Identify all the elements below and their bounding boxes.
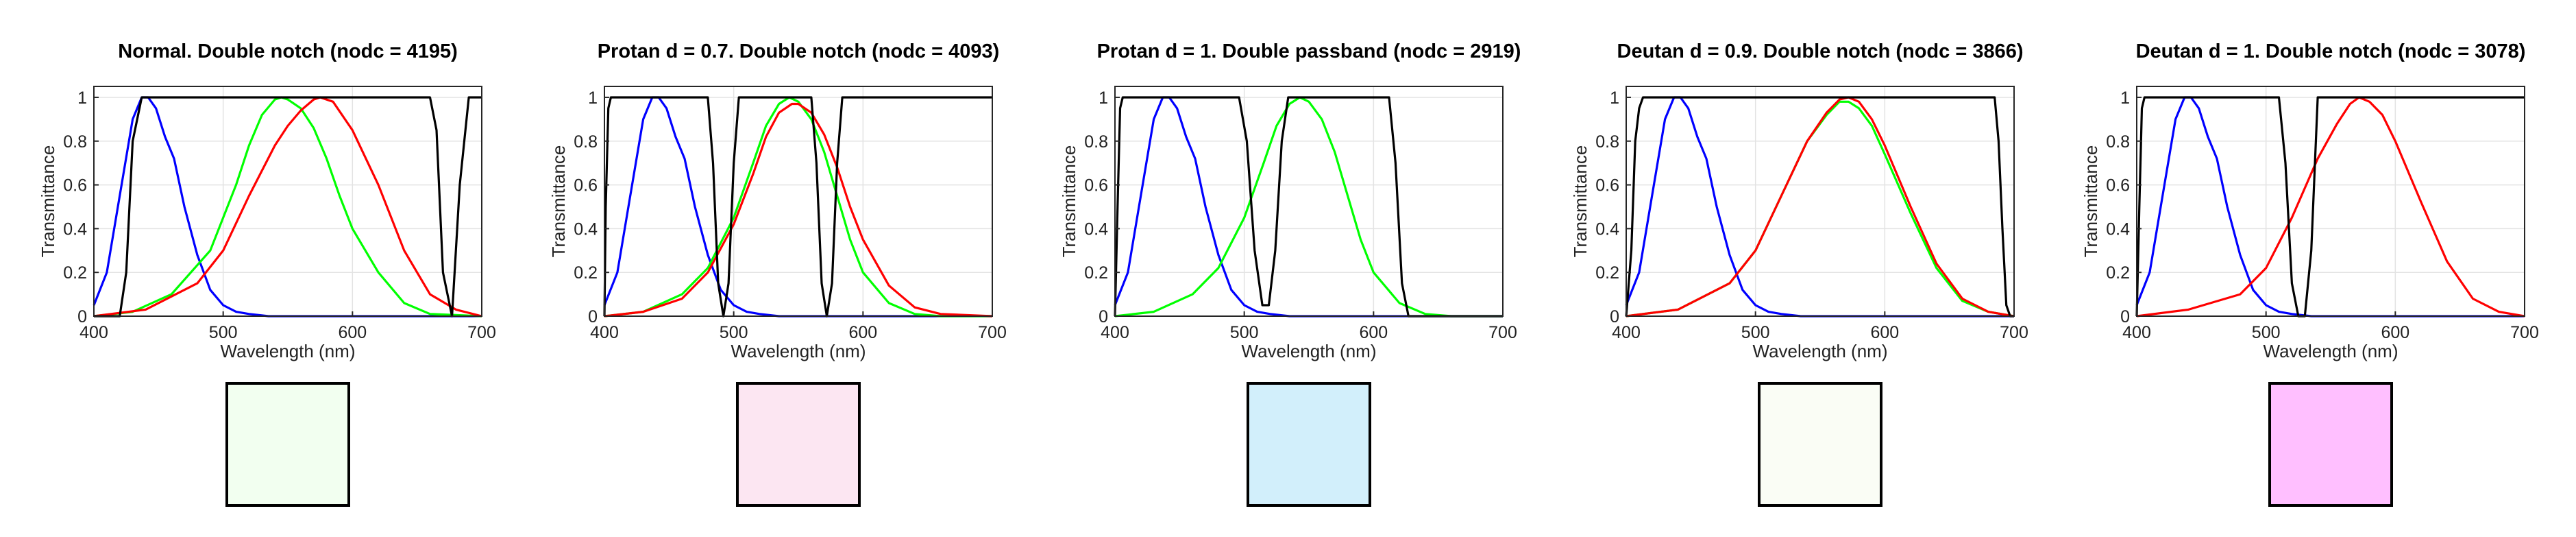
x-tick-label: 600 [1359,323,1388,342]
x-tick-label: 600 [1870,323,1899,342]
y-tick-label: 0.2 [63,263,87,283]
y-tick-label: 0.8 [1084,132,1108,152]
series-line-2 [1114,96,1503,318]
x-tick-label: 500 [209,323,238,342]
x-tick-label: 400 [1612,323,1641,342]
x-tick-label: 700 [2510,323,2539,342]
y-tick-label: 0 [1610,307,1619,326]
plot-area [604,86,992,316]
y-tick-label: 1 [77,88,87,108]
chart-title: Deutan d = 0.9. Double notch (nodc = 386… [1617,40,2024,62]
y-tick-label: 0.4 [2106,219,2130,239]
x-tick-label: 700 [1488,323,1517,342]
chart-panel-2: 400 500 600 700 0 0.2 0.4 0.6 0.8 1 Protan d = 0.7… [548,40,1007,507]
y-tick-label: 1 [1610,88,1619,108]
x-tick-label: 700 [2000,323,2028,342]
y-axis-label: Transmittance [2081,145,2101,258]
chart-panel-1: 400 500 600 700 0 0.2 0.4 0.6 0.8 1 Normal. Double… [38,40,496,507]
y-tick-label: 0 [2120,307,2130,326]
x-tick-label: 500 [2252,323,2281,342]
series-line-2 [93,96,482,318]
color-swatch [225,382,350,507]
y-tick-label: 0 [588,307,598,326]
y-tick-label: 1 [1099,88,1108,108]
chart-title: Normal. Double notch (nodc = 4195) [118,40,458,62]
series-line-1 [2135,96,2525,318]
chart-title: Protan d = 0.7. Double notch (nodc = 409… [598,40,1000,62]
y-tick-label: 1 [2120,88,2130,108]
axes-box [1114,86,1504,317]
y-tick-label: 0.2 [1084,263,1108,283]
y-tick-label: 0.4 [1084,219,1108,239]
chart-title: Protan d = 1. Double passband (nodc = 29… [1097,40,1521,62]
filter-transmittance-line [603,96,992,318]
y-axis-label: Transmittance [1570,145,1591,258]
y-axis-label: Transmittance [1059,145,1079,258]
filter-transmittance-line [1114,96,1503,318]
color-swatch [1247,382,1371,507]
series-line-2 [604,96,992,318]
x-tick-label: 400 [590,323,619,342]
series-line-1 [603,96,992,318]
filter-transmittance-line [94,96,482,318]
plot-area [2137,86,2525,316]
chart-title: Deutan d = 1. Double notch (nodc = 3078) [2136,40,2526,62]
series-line-3 [93,96,482,318]
x-axis-label: Wavelength (nm) [731,341,866,361]
y-tick-label: 0 [77,307,87,326]
x-axis-label: Wavelength (nm) [2264,341,2399,361]
y-tick-label: 0.8 [2106,132,2130,152]
y-tick-label: 0 [1099,307,1108,326]
y-tick-label: 0.2 [1595,263,1619,283]
series-line-1 [1114,96,1503,318]
color-swatch [1758,382,1882,507]
y-tick-label: 0.4 [63,219,87,239]
x-tick-label: 600 [848,323,877,342]
x-axis-label: Wavelength (nm) [1753,341,1888,361]
x-axis-label: Wavelength (nm) [221,341,356,361]
y-axis-label: Transmittance [548,145,569,258]
filter-transmittance-line [1625,96,2014,318]
chart-panel-5: 400 500 600 700 0 0.2 0.4 0.6 0.8 1 Deutan d = 1. … [2081,40,2539,507]
plot-area [1115,86,1503,316]
x-tick-label: 700 [467,323,496,342]
y-tick-label: 0.6 [63,176,87,195]
y-tick-label: 1 [588,88,598,108]
y-tick-label: 0.8 [574,132,598,152]
axes-box [1626,86,2015,317]
x-tick-label: 600 [2381,323,2409,342]
x-tick-label: 400 [2122,323,2151,342]
y-tick-label: 0.2 [574,263,598,283]
x-tick-label: 700 [978,323,1007,342]
y-tick-label: 0.8 [63,132,87,152]
x-tick-label: 500 [720,323,748,342]
axes-box [93,86,482,317]
color-swatch [736,382,861,507]
y-tick-label: 0.6 [1595,176,1619,195]
chart-panel-4: 400 500 600 700 0 0.2 0.4 0.6 0.8 1 Deutan d = 0.9… [1570,40,2028,507]
color-swatch [2268,382,2393,507]
y-tick-label: 0.8 [1595,132,1619,152]
x-tick-label: 400 [1101,323,1129,342]
x-tick-label: 500 [1230,323,1259,342]
x-tick-label: 400 [79,323,108,342]
x-tick-label: 500 [1741,323,1770,342]
y-tick-label: 0.6 [1084,176,1108,195]
y-axis-label: Transmittance [38,145,58,258]
series-line-3 [604,102,993,318]
axes-box [604,86,993,317]
y-tick-label: 0.2 [2106,263,2130,283]
axes-box [2136,86,2525,317]
series-line-1 [93,96,482,318]
series-line-1 [1625,96,2014,318]
y-tick-label: 0.4 [574,219,598,239]
x-tick-label: 600 [338,323,367,342]
x-axis-label: Wavelength (nm) [1242,341,1377,361]
y-tick-label: 0.6 [574,176,598,195]
filter-transmittance-line [2135,96,2525,318]
y-tick-label: 0.6 [2106,176,2130,195]
y-tick-label: 0.4 [1595,219,1619,239]
chart-panel-3: 400 500 600 700 0 0.2 0.4 0.6 0.8 1 Protan d = 1. … [1059,40,1521,507]
